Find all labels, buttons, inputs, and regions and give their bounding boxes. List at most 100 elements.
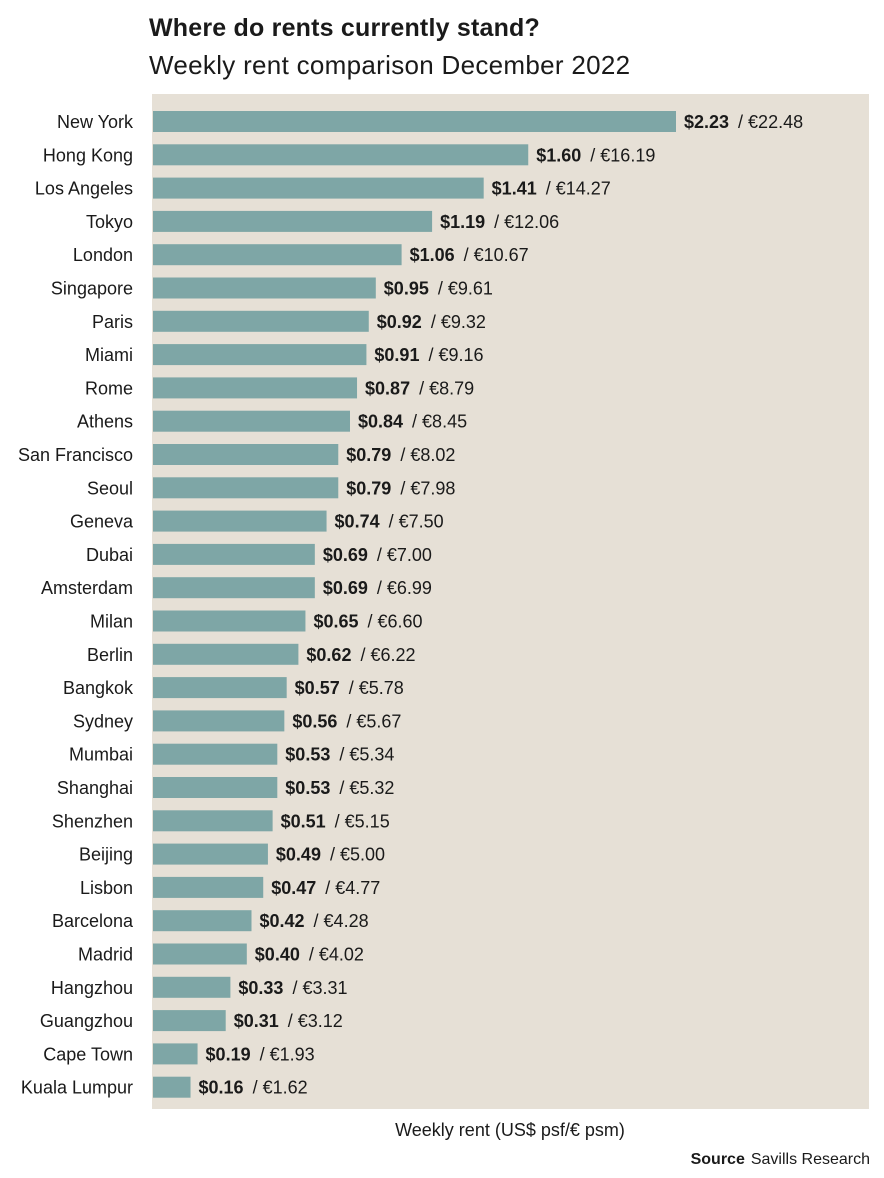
bar (153, 743, 278, 765)
data-label: $0.84 / €8.45 (358, 412, 467, 432)
bar (153, 377, 358, 399)
eur-value: / €4.02 (309, 945, 364, 965)
usd-value: $0.65 (313, 612, 358, 632)
eur-value: / €7.00 (377, 545, 432, 565)
category-label: Paris (92, 312, 133, 332)
eur-value: / €5.32 (339, 778, 394, 798)
source-text: Savills Research (750, 1151, 870, 1168)
usd-value: $0.53 (285, 778, 330, 798)
usd-value: $2.23 (684, 112, 729, 132)
data-label: $1.41 / €14.27 (492, 179, 611, 199)
data-label: $0.65 / €6.60 (313, 612, 422, 632)
usd-value: $0.51 (281, 811, 326, 831)
data-label: $0.53 / €5.34 (285, 745, 394, 765)
bar (153, 310, 369, 332)
category-label: Lisbon (80, 878, 133, 898)
eur-value: / €14.27 (546, 179, 611, 199)
eur-value: / €5.15 (335, 811, 390, 831)
data-label: $0.31 / €3.12 (234, 1011, 343, 1031)
category-label: Barcelona (52, 911, 134, 931)
category-label: Dubai (86, 545, 133, 565)
bar (153, 1010, 226, 1032)
usd-value: $0.33 (238, 978, 283, 998)
eur-value: / €6.60 (367, 612, 422, 632)
eur-value: / €1.62 (253, 1078, 308, 1098)
usd-value: $1.19 (440, 212, 485, 232)
bar (153, 477, 339, 499)
category-label: Seoul (87, 478, 133, 498)
data-label: $1.60 / €16.19 (536, 145, 655, 165)
bar (153, 577, 315, 599)
data-label: $0.33 / €3.31 (238, 978, 347, 998)
usd-value: $0.56 (292, 711, 337, 731)
data-label: $0.53 / €5.32 (285, 778, 394, 798)
usd-value: $0.49 (276, 845, 321, 865)
category-label: Bangkok (63, 678, 134, 698)
usd-value: $0.74 (335, 512, 380, 532)
eur-value: / €9.16 (428, 345, 483, 365)
usd-value: $0.91 (374, 345, 419, 365)
bar (153, 510, 327, 532)
usd-value: $0.57 (295, 678, 340, 698)
bar (153, 943, 247, 965)
category-label: Shenzhen (52, 811, 133, 831)
bar (153, 1043, 198, 1065)
data-label: $2.23 / €22.48 (684, 112, 803, 132)
category-label: Guangzhou (40, 1011, 133, 1031)
category-label: Hong Kong (43, 145, 133, 165)
usd-value: $0.47 (271, 878, 316, 898)
usd-value: $0.40 (255, 945, 300, 965)
chart-title: Where do rents currently stand? (149, 14, 540, 42)
data-label: $0.62 / €6.22 (306, 645, 415, 665)
usd-value: $0.53 (285, 745, 330, 765)
category-label: Athens (77, 412, 133, 432)
bar (153, 410, 351, 432)
eur-value: / €6.99 (377, 578, 432, 598)
usd-value: $0.31 (234, 1011, 279, 1031)
usd-value: $1.41 (492, 179, 537, 199)
eur-value: / €7.50 (389, 512, 444, 532)
data-label: $0.16 / €1.62 (199, 1078, 308, 1098)
data-label: $0.74 / €7.50 (335, 512, 444, 532)
category-label: Sydney (73, 711, 133, 731)
eur-value: / €7.98 (400, 478, 455, 498)
category-label: Geneva (70, 512, 134, 532)
data-label: $0.79 / €7.98 (346, 478, 455, 498)
bar (153, 144, 529, 166)
data-label: $0.95 / €9.61 (384, 279, 493, 299)
eur-value: / €5.67 (346, 711, 401, 731)
data-label: $0.49 / €5.00 (276, 845, 385, 865)
eur-value: / €10.67 (464, 245, 529, 265)
eur-value: / €9.32 (431, 312, 486, 332)
usd-value: $0.79 (346, 478, 391, 498)
eur-value: / €12.06 (494, 212, 559, 232)
eur-value: / €8.45 (412, 412, 467, 432)
data-label: $0.69 / €6.99 (323, 578, 432, 598)
usd-value: $0.87 (365, 378, 410, 398)
chart-subtitle: Weekly rent comparison December 2022 (149, 50, 631, 80)
eur-value: / €6.22 (360, 645, 415, 665)
data-label: $0.19 / €1.93 (206, 1044, 315, 1064)
usd-value: $1.60 (536, 145, 581, 165)
usd-value: $0.84 (358, 412, 403, 432)
usd-value: $0.92 (377, 312, 422, 332)
data-label: $0.56 / €5.67 (292, 711, 401, 731)
bar (153, 210, 433, 232)
bar (153, 610, 306, 632)
category-label: Madrid (78, 945, 133, 965)
usd-value: $0.69 (323, 545, 368, 565)
category-label: Hangzhou (51, 978, 133, 998)
eur-value: / €5.78 (349, 678, 404, 698)
eur-value: / €1.93 (260, 1044, 315, 1064)
usd-value: $0.79 (346, 445, 391, 465)
usd-value: $0.95 (384, 279, 429, 299)
category-label: New York (57, 112, 134, 132)
category-label: Shanghai (57, 778, 133, 798)
bar (153, 677, 287, 699)
eur-value: / €9.61 (438, 279, 493, 299)
category-label: Tokyo (86, 212, 133, 232)
eur-value: / €5.00 (330, 845, 385, 865)
eur-value: / €5.34 (339, 745, 394, 765)
usd-value: $0.16 (199, 1078, 244, 1098)
category-label: Beijing (79, 845, 133, 865)
